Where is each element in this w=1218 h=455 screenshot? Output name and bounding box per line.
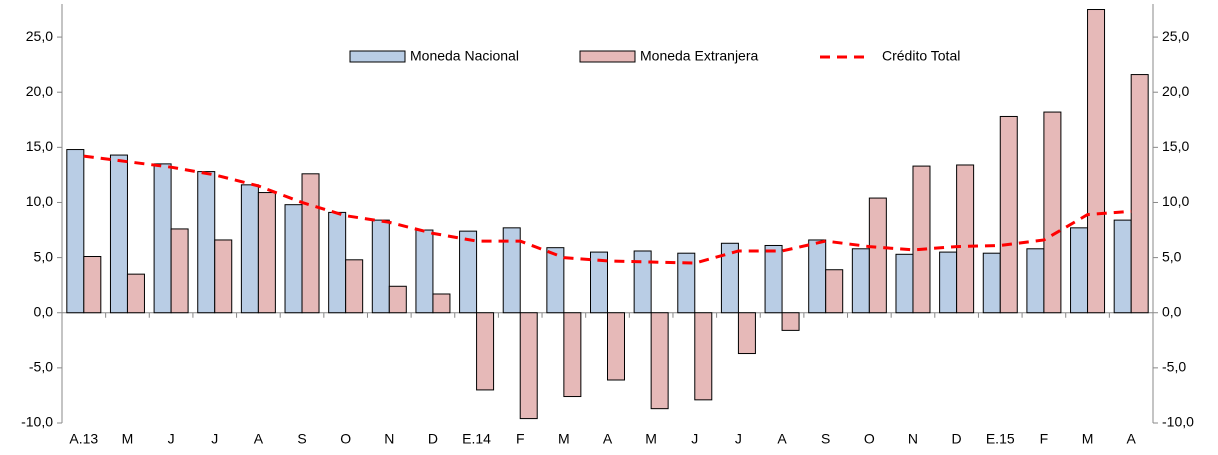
- bar: [66, 149, 85, 314]
- bar: [868, 197, 887, 314]
- y-tick-label: 25,0: [26, 28, 53, 44]
- x-tick-label: O: [864, 431, 875, 447]
- y-tick-label: 15,0: [26, 138, 53, 154]
- bar: [197, 171, 216, 314]
- bar: [240, 184, 259, 314]
- bar: [825, 269, 844, 314]
- bar: [328, 211, 347, 314]
- y2-tick-label: 0,0: [1162, 303, 1182, 319]
- x-tick-label: E.15: [986, 431, 1015, 447]
- legend-label: Crédito Total: [882, 48, 960, 64]
- bar: [476, 312, 495, 391]
- bar: [1087, 9, 1106, 314]
- bar: [982, 252, 1001, 314]
- bar: [720, 242, 739, 314]
- bar: [153, 163, 172, 314]
- bar: [590, 251, 608, 314]
- x-tick-label: J: [168, 431, 175, 447]
- bar: [345, 259, 364, 314]
- bar: [956, 164, 975, 314]
- legend-swatch: [349, 50, 406, 63]
- y2-tick-label: 15,0: [1162, 138, 1189, 154]
- bar: [257, 192, 276, 314]
- bar: [808, 239, 827, 314]
- x-tick-label: A: [603, 431, 613, 447]
- legend-label: Moneda Extranjera: [640, 48, 759, 64]
- bar: [170, 228, 189, 314]
- x-tick-label: F: [516, 431, 525, 447]
- x-tick-label: M: [645, 431, 657, 447]
- line: [83, 154, 1132, 265]
- x-tick-label: J: [211, 431, 218, 447]
- x-tick-label: N: [908, 431, 918, 447]
- bar: [895, 253, 914, 314]
- bar: [432, 293, 451, 314]
- bar: [83, 256, 102, 314]
- bar: [1043, 111, 1062, 314]
- bar: [563, 312, 582, 398]
- y2-tick-label: 20,0: [1162, 83, 1189, 99]
- bar: [650, 312, 669, 410]
- bar: [677, 252, 696, 314]
- x-tick-label: N: [384, 431, 394, 447]
- bar: [1070, 227, 1089, 314]
- x-tick-label: D: [952, 431, 962, 447]
- bar: [1113, 219, 1132, 314]
- bar: [415, 229, 434, 314]
- x-tick-label: S: [821, 431, 830, 447]
- bar: [764, 244, 783, 314]
- y2-tick-label: 25,0: [1162, 28, 1189, 44]
- x-tick-label: M: [1082, 431, 1094, 447]
- bar: [284, 204, 303, 314]
- y2-tick-label: 5,0: [1162, 248, 1182, 264]
- y-tick-label: 5,0: [34, 248, 54, 264]
- x-tick-label: S: [297, 431, 306, 447]
- y-tick-label: 0,0: [34, 303, 54, 319]
- y2-tick-label: -10,0: [1162, 414, 1194, 430]
- bar: [214, 239, 233, 314]
- bar: [633, 250, 652, 314]
- bar: [126, 273, 145, 314]
- x-tick-label: E.14: [462, 431, 491, 447]
- bar: [388, 285, 407, 314]
- x-tick-label: J: [691, 431, 698, 447]
- y2-tick-label: 10,0: [1162, 193, 1189, 209]
- bar: [459, 230, 478, 314]
- x-tick-label: A.13: [69, 431, 98, 447]
- legend-swatch: [579, 50, 636, 63]
- x-tick-label: A: [254, 431, 264, 447]
- x-tick-label: J: [735, 431, 742, 447]
- bar: [1026, 248, 1045, 314]
- x-tick-label: O: [340, 431, 351, 447]
- bar: [301, 173, 320, 314]
- legend-label: Moneda Nacional: [410, 48, 519, 64]
- bar: [694, 312, 713, 401]
- bar: [851, 248, 870, 314]
- bar: [781, 312, 800, 331]
- bar: [109, 154, 128, 314]
- x-tick-label: M: [122, 431, 134, 447]
- y-tick-label: -5,0: [29, 359, 53, 375]
- bar: [1130, 74, 1149, 314]
- x-tick-label: A: [777, 431, 787, 447]
- y-tick-label: -10,0: [21, 414, 53, 430]
- y-tick-label: 20,0: [26, 83, 53, 99]
- y2-tick-label: -5,0: [1162, 359, 1186, 375]
- bar: [546, 247, 565, 314]
- x-tick-label: D: [428, 431, 438, 447]
- bar: [737, 312, 756, 355]
- bar: [519, 312, 538, 420]
- bar: [939, 251, 958, 314]
- bar: [999, 115, 1018, 314]
- x-tick-label: M: [558, 431, 570, 447]
- x-tick-label: A: [1127, 431, 1137, 447]
- y-tick-label: 10,0: [26, 193, 53, 209]
- bar: [371, 219, 390, 314]
- bar: [607, 312, 625, 381]
- x-tick-label: F: [1040, 431, 1049, 447]
- bar: [502, 227, 521, 314]
- bar: [912, 165, 931, 314]
